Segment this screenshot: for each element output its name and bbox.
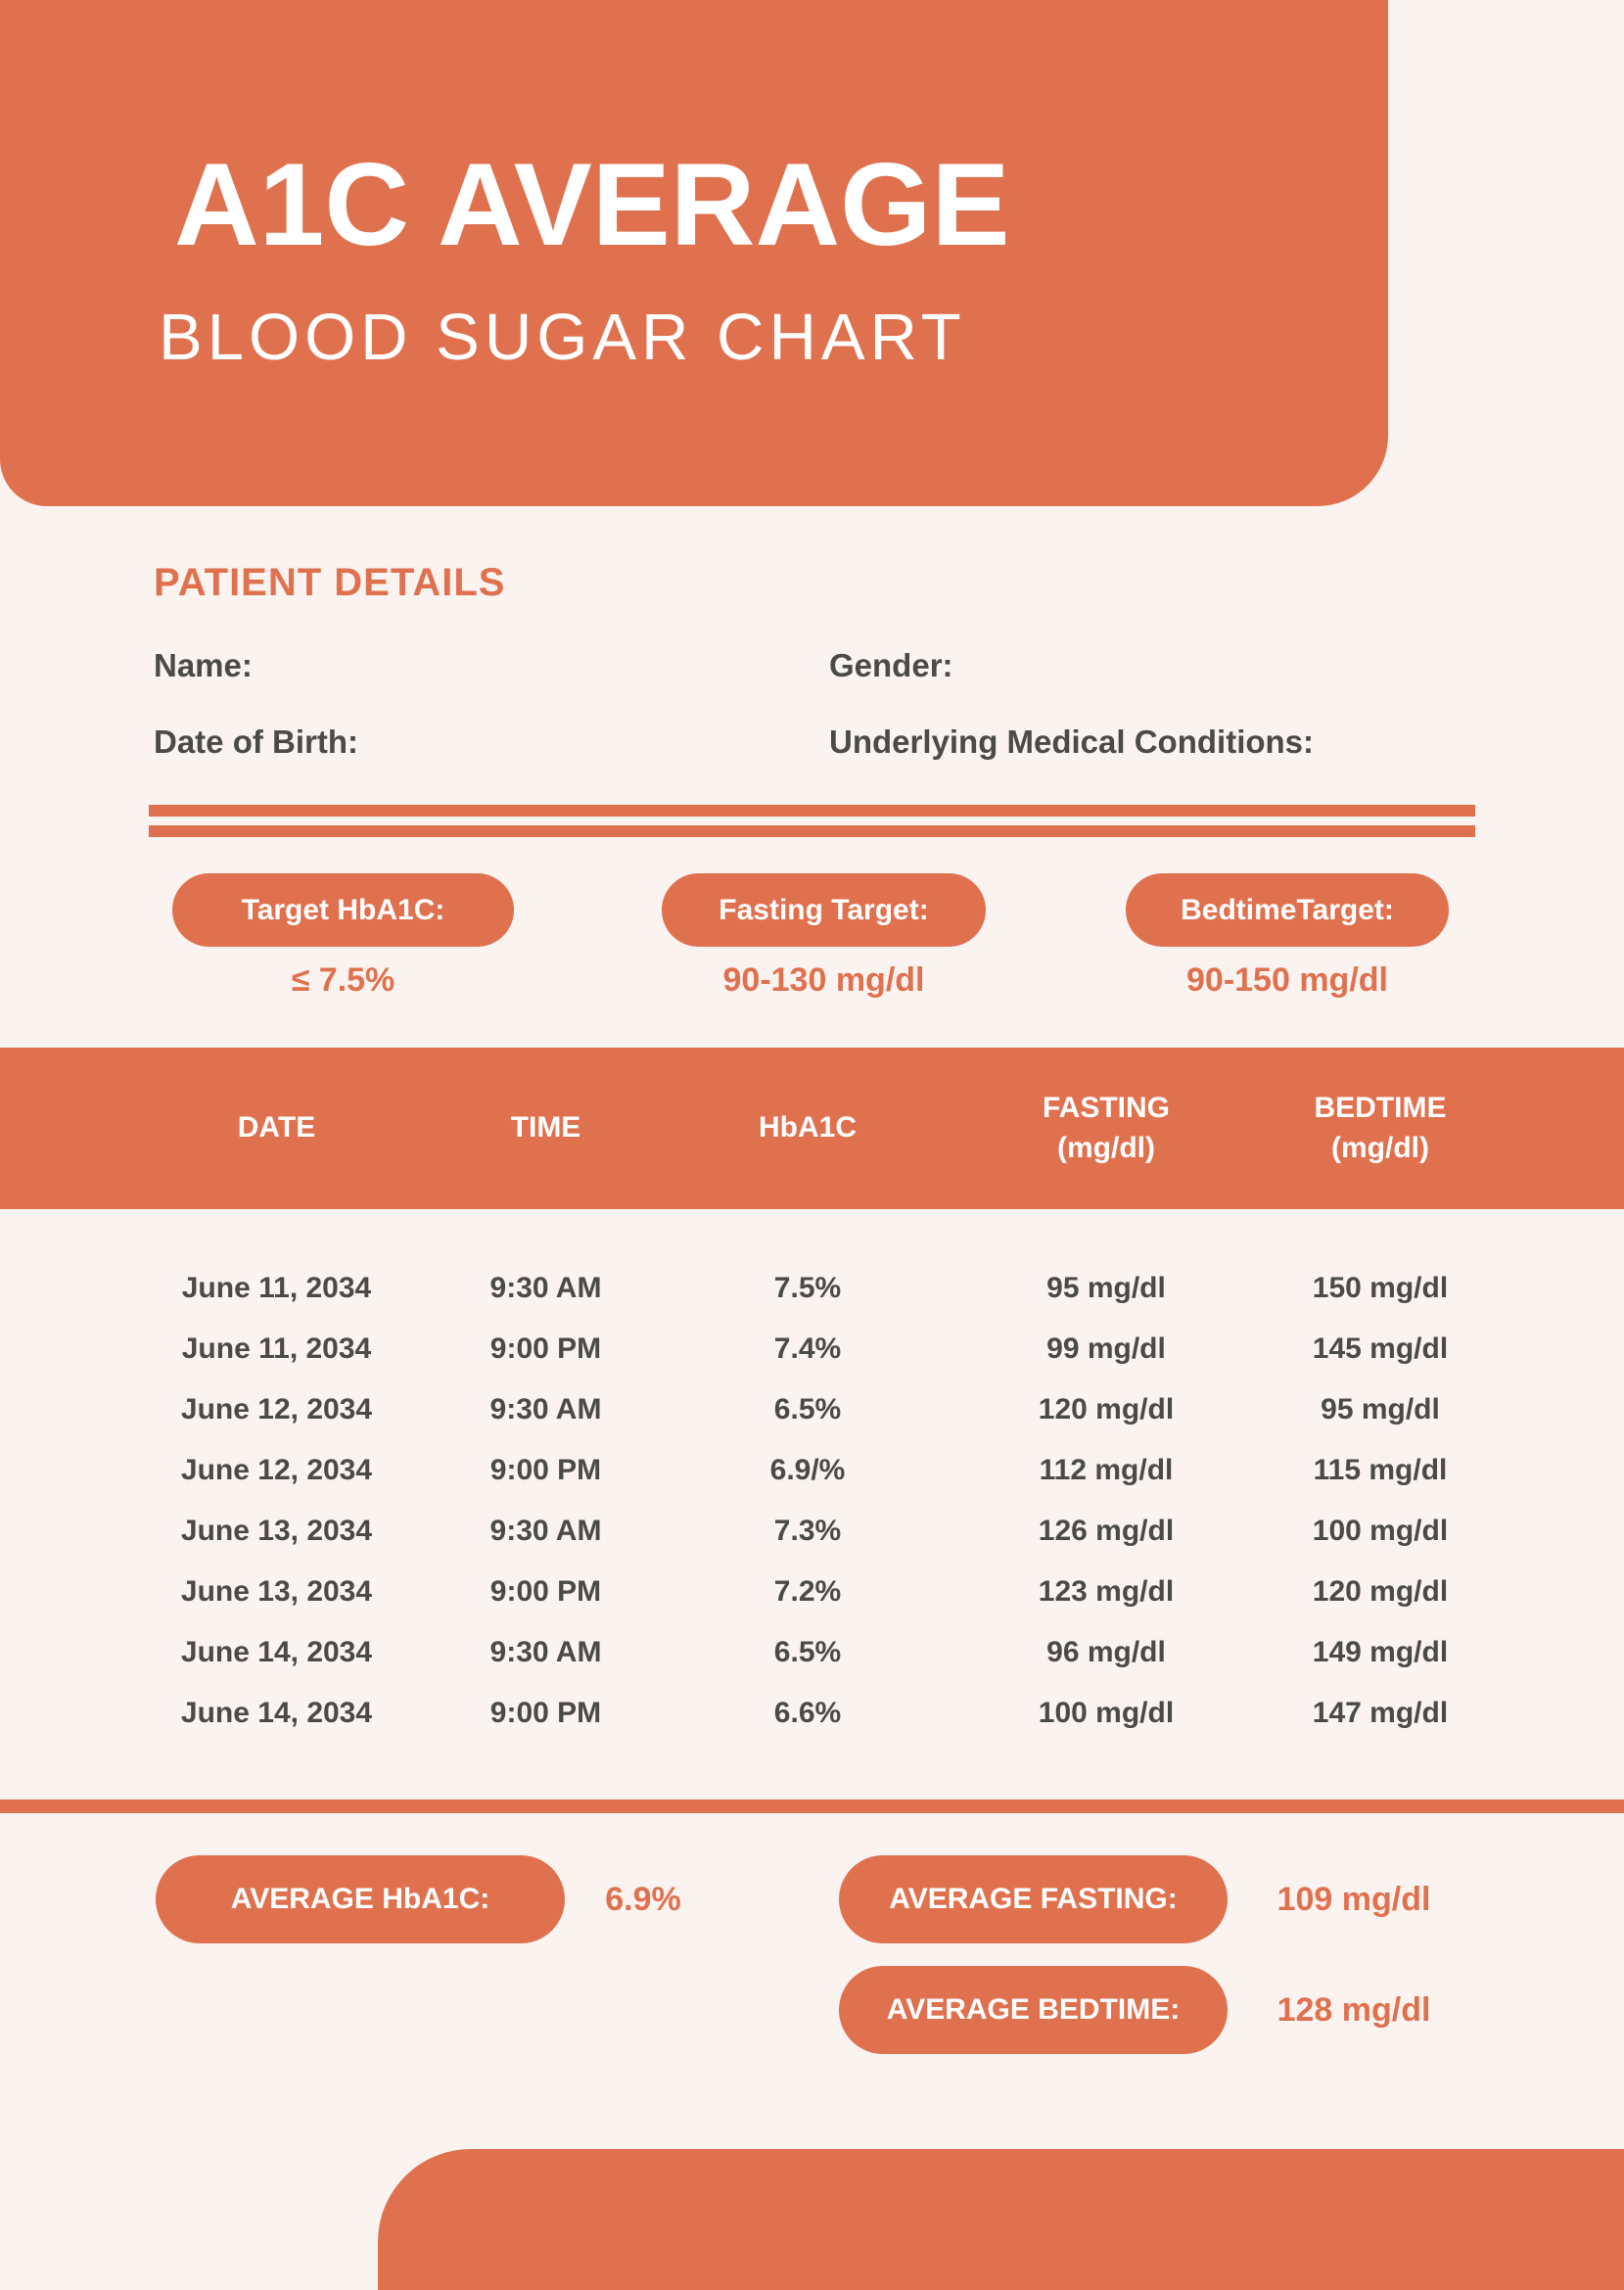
average-bedtime-label: AVERAGE BEDTIME: (886, 1993, 1181, 2026)
cell-hba1c: 7.2% (773, 1575, 842, 1608)
cell-date: June 14, 2034 (180, 1636, 373, 1668)
table-rows: June 11, 2034 9:30 AM 7.5% 95 mg/dl 150 mg/d… (0, 1258, 1624, 1744)
column-header-date: DATE (98, 1108, 455, 1148)
column-header-fasting: FASTING (mg/dl) (979, 1089, 1233, 1168)
average-fasting-pill: AVERAGE FASTING: (839, 1855, 1228, 1943)
cell-hba1c: 6.5% (773, 1636, 842, 1668)
divider-line-bottom (149, 825, 1475, 837)
cell-hba1c: 7.5% (773, 1272, 842, 1304)
header-banner: A1C AVERAGE BLOOD SUGAR CHART (0, 0, 1388, 506)
cell-hba1c: 7.4% (773, 1332, 842, 1365)
target-bedtime-label: BedtimeTarget: (1181, 893, 1394, 926)
cell-bedtime: 147 mg/dl (1312, 1697, 1449, 1729)
patient-details-heading: PATIENT DETAILS (154, 561, 506, 604)
cell-time: 9:00 PM (489, 1454, 602, 1486)
column-header-fasting-unit: (mg/dl) (1057, 1131, 1155, 1164)
table-row: June 13, 2034 9:00 PM 7.2% 123 mg/dl 120 mg/… (0, 1562, 1624, 1622)
table-row: June 14, 2034 9:30 AM 6.5% 96 mg/dl 149 mg/d… (0, 1622, 1624, 1683)
cell-fasting: 100 mg/dl (1038, 1697, 1175, 1729)
average-bedtime-pill: AVERAGE BEDTIME: (839, 1966, 1228, 2054)
cell-date: June 12, 2034 (180, 1393, 373, 1425)
name-label: Name: (154, 647, 253, 683)
table-row: June 11, 2034 9:00 PM 7.4% 99 mg/dl 145 mg/d… (0, 1319, 1624, 1379)
column-header-hba1c: HbA1C (636, 1108, 979, 1148)
cell-date: June 13, 2034 (180, 1575, 373, 1608)
column-header-hba1c-label: HbA1C (758, 1111, 857, 1145)
averages-divider (0, 1799, 1624, 1813)
target-fasting-label: Fasting Target: (719, 893, 929, 926)
target-bedtime-pill: BedtimeTarget: (1126, 873, 1449, 947)
cell-fasting: 123 mg/dl (1038, 1575, 1175, 1608)
average-fasting-label: AVERAGE FASTING: (889, 1883, 1178, 1915)
cell-hba1c: 6.9/% (769, 1454, 846, 1486)
cell-fasting: 126 mg/dl (1038, 1515, 1175, 1547)
target-hba1c-label: Target HbA1C: (241, 893, 445, 926)
table-row: June 14, 2034 9:00 PM 6.6% 100 mg/dl 147 mg/… (0, 1683, 1624, 1744)
cell-time: 9:30 AM (489, 1636, 602, 1668)
table-row: June 12, 2034 9:30 AM 6.5% 120 mg/dl 95 mg/d… (0, 1379, 1624, 1440)
column-header-bedtime: BEDTIME (mg/dl) (1233, 1089, 1527, 1168)
cell-time: 9:30 AM (489, 1515, 602, 1547)
cell-time: 9:00 PM (489, 1697, 602, 1729)
target-hba1c-value: ≤ 7.5% (291, 961, 395, 999)
column-header-date-label: DATE (237, 1111, 316, 1145)
cell-bedtime: 115 mg/dl (1313, 1454, 1448, 1486)
target-hba1c-pill: Target HbA1C: (172, 873, 514, 947)
table-row: June 12, 2034 9:00 PM 6.9/% 112 mg/dl 115 mg… (0, 1440, 1624, 1501)
cell-fasting: 112 mg/dl (1039, 1454, 1174, 1486)
column-header-bedtime-unit: (mg/dl) (1331, 1131, 1429, 1164)
column-header-time-label: TIME (510, 1111, 581, 1145)
cell-fasting: 96 mg/dl (1046, 1636, 1166, 1668)
cell-date: June 12, 2034 (180, 1454, 373, 1486)
cell-fasting: 99 mg/dl (1046, 1332, 1166, 1365)
cell-fasting: 95 mg/dl (1046, 1272, 1166, 1304)
column-header-fasting-label: FASTING (1042, 1092, 1170, 1124)
target-fasting-value: 90-130 mg/dl (722, 961, 925, 999)
divider-line-top (149, 805, 1475, 817)
cell-date: June 14, 2034 (180, 1697, 373, 1729)
cell-date: June 13, 2034 (180, 1515, 373, 1547)
cell-time: 9:30 AM (489, 1272, 602, 1304)
cell-date: June 11, 2034 (181, 1272, 372, 1304)
cell-hba1c: 6.6% (773, 1697, 842, 1729)
dob-label: Date of Birth: (154, 724, 358, 760)
cell-bedtime: 120 mg/dl (1312, 1575, 1449, 1608)
cell-fasting: 120 mg/dl (1038, 1393, 1175, 1425)
cell-bedtime: 145 mg/dl (1312, 1332, 1449, 1365)
cell-time: 9:00 PM (489, 1332, 602, 1365)
cell-date: June 11, 2034 (181, 1332, 372, 1365)
cell-time: 9:00 PM (489, 1575, 602, 1608)
average-bedtime-value: 128 mg/dl (1276, 1990, 1431, 2029)
cell-time: 9:30 AM (489, 1393, 602, 1425)
footer-banner (378, 2149, 1624, 2290)
page-subtitle: BLOOD SUGAR CHART (159, 301, 966, 374)
page-title: A1C AVERAGE (174, 139, 1010, 270)
column-header-bedtime-label: BEDTIME (1314, 1092, 1447, 1124)
table-row: June 11, 2034 9:30 AM 7.5% 95 mg/dl 150 mg/d… (0, 1258, 1624, 1319)
cell-bedtime: 149 mg/dl (1312, 1636, 1449, 1668)
table-header: DATE TIME HbA1C FASTING (mg/dl) BEDTIME … (0, 1048, 1624, 1209)
target-fasting-pill: Fasting Target: (662, 873, 986, 947)
cell-bedtime: 100 mg/dl (1312, 1515, 1449, 1547)
average-hba1c-label: AVERAGE HbA1C: (230, 1883, 490, 1915)
cell-bedtime: 150 mg/dl (1312, 1272, 1449, 1304)
cell-bedtime: 95 mg/dl (1321, 1393, 1440, 1425)
table-row: June 13, 2034 9:30 AM 7.3% 126 mg/dl 100 mg/… (0, 1501, 1624, 1562)
target-bedtime-value: 90-150 mg/dl (1186, 961, 1388, 999)
column-header-time: TIME (455, 1108, 636, 1148)
cell-hba1c: 6.5% (773, 1393, 842, 1425)
average-fasting-value: 109 mg/dl (1276, 1880, 1431, 1918)
cell-hba1c: 7.3% (773, 1515, 842, 1547)
gender-label: Gender: (829, 647, 953, 683)
average-hba1c-pill: AVERAGE HbA1C: (156, 1855, 565, 1943)
average-hba1c-value: 6.9% (605, 1880, 681, 1918)
conditions-label: Underlying Medical Conditions: (829, 724, 1315, 760)
